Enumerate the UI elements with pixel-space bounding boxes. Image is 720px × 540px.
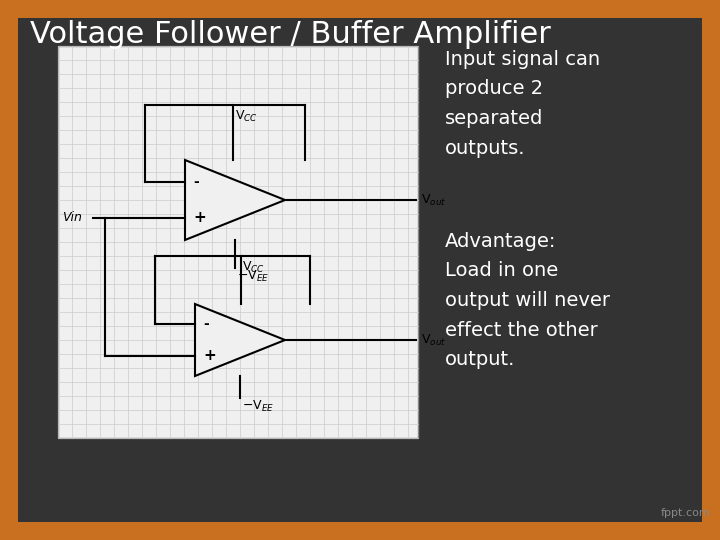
Text: V$_{CC}$: V$_{CC}$ [235, 109, 258, 124]
Polygon shape [185, 160, 285, 240]
Text: fppt.com: fppt.com [660, 508, 710, 518]
Polygon shape [195, 304, 285, 376]
Text: V$_{out}$: V$_{out}$ [421, 192, 446, 207]
Text: Advantage:
Load in one
output will never
effect the other
output.: Advantage: Load in one output will never… [445, 232, 610, 369]
Bar [58, 46, 418, 438]
Text: Input signal can
produce 2
separated
outputs.: Input signal can produce 2 separated out… [445, 50, 600, 158]
Text: -: - [193, 176, 199, 190]
Text: +: + [193, 210, 206, 225]
Text: Voltage Follower / Buffer Amplifier: Voltage Follower / Buffer Amplifier [30, 20, 551, 49]
Text: $-$V$_{EE}$: $-$V$_{EE}$ [242, 399, 274, 414]
Text: V$_{CC}$: V$_{CC}$ [243, 260, 266, 275]
Text: $-$V$_{EE}$: $-$V$_{EE}$ [237, 269, 269, 284]
Text: Vin: Vin [62, 211, 82, 224]
Text: +: + [203, 348, 216, 363]
Text: -: - [203, 317, 209, 331]
Text: V$_{out}$: V$_{out}$ [421, 333, 446, 348]
